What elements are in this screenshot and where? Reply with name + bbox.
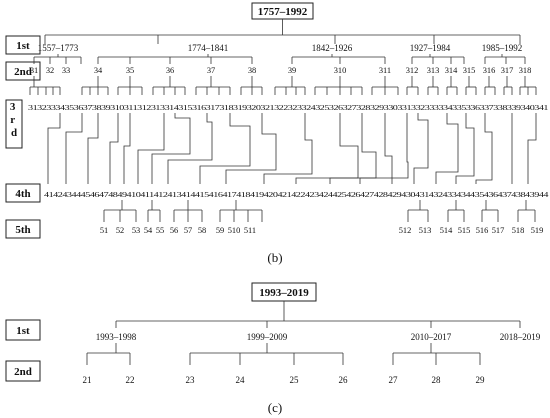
tree-b-node-37: 37	[207, 66, 215, 75]
tree-c-period-4: 2018–2019	[500, 332, 541, 342]
tree-b-node-32: 32	[46, 66, 54, 75]
tree-b-period-1: 1557–1773	[38, 43, 79, 53]
tree-c-node-29: 29	[476, 375, 486, 385]
tree-b-period-3: 1842–1926	[312, 43, 353, 53]
tree-b-level-5th-box	[5, 219, 41, 239]
tree-b-level-2nd-box	[5, 61, 41, 81]
tree-b-node-31: 31	[30, 66, 38, 75]
tree-c-root-label: 1993–2019	[259, 287, 309, 299]
caption-b: (b)	[267, 250, 282, 265]
tree-b-node-519: 519	[531, 226, 544, 235]
tree-b-period-brackets	[33, 54, 526, 64]
tree-b-level-2nd: 2nd	[14, 66, 32, 78]
tree-c-level-1st: 1st	[16, 325, 30, 337]
tree-b-third-level-row: 3132333435363738393103113123133143153163…	[28, 104, 549, 112]
tree-b-node-516: 516	[476, 226, 489, 235]
tree-b-node-58: 58	[198, 226, 206, 235]
tree-c-node-24: 24	[236, 375, 246, 385]
tree-b-level-1st: 1st	[16, 40, 30, 52]
tree-b-fifth-level-brackets	[103, 200, 536, 222]
tree-c-node-28: 28	[432, 375, 442, 385]
tree-b-node-511: 511	[244, 226, 256, 235]
tree-b-top-connectors	[44, 19, 521, 44]
tree-c-period-2: 1999–2009	[247, 332, 288, 342]
tree-b: 1757–1992 1st 2nd 3 r d 4th 5th 1557–177…	[5, 2, 550, 265]
tree-b-node-55: 55	[156, 226, 164, 235]
tree-c-level-2nd-box	[5, 360, 41, 382]
tree-b-node-52: 52	[116, 226, 124, 235]
tree-b-node-36: 36	[166, 66, 174, 75]
tree-b-third-level-brackets	[29, 76, 537, 95]
tree-b-node-56: 56	[170, 226, 178, 235]
tree-b-node-517: 517	[492, 226, 505, 235]
tree-b-level-3rd-box	[5, 99, 23, 149]
tree-b-node-515: 515	[458, 226, 471, 235]
tree-c-node-26: 26	[339, 375, 349, 385]
tree-b-node-316: 316	[483, 66, 496, 75]
tree-b-level-3rd: 3 r d	[10, 101, 18, 139]
tree-b-node-310: 310	[334, 66, 347, 75]
caption-c: (c)	[268, 400, 282, 415]
tree-c: 1993–2019 1st 2nd 1993–1998 1999–2009 20…	[5, 282, 541, 415]
tree-c-level-2nd: 2nd	[14, 366, 32, 378]
tree-b-node-33: 33	[62, 66, 70, 75]
tree-c-node-23: 23	[186, 375, 196, 385]
tree-c-node-22: 22	[126, 375, 135, 385]
tree-c-node-21: 21	[83, 375, 92, 385]
tree-c-node-25: 25	[290, 375, 300, 385]
tree-b-node-51: 51	[100, 226, 108, 235]
tree-b-period-4: 1927–1984	[410, 43, 451, 53]
tree-c-node-27: 27	[389, 375, 399, 385]
tree-b-level-5th: 5th	[15, 224, 30, 236]
tree-b-node-518: 518	[512, 226, 525, 235]
tree-b-node-510: 510	[228, 226, 241, 235]
tree-b-node-34: 34	[94, 66, 103, 75]
tree-b-node-513: 513	[419, 226, 432, 235]
tree-b-node-318: 318	[519, 66, 532, 75]
tree-b-node-317: 317	[501, 66, 514, 75]
tree-b-node-311: 311	[379, 66, 391, 75]
tree-b-node-53: 53	[132, 226, 140, 235]
tree-b-node-312: 312	[406, 66, 419, 75]
tree-b-root-label: 1757–1992	[258, 6, 308, 18]
tree-c-second-level: 21 22 23 24 25 26 27 28 29	[83, 375, 486, 385]
tree-b-node-512: 512	[399, 226, 412, 235]
tree-b-period-5: 1985–1992	[482, 43, 523, 53]
tree-c-top-connectors	[115, 301, 521, 328]
tree-b-period-2: 1774–1841	[188, 43, 229, 53]
tree-b-level-4th: 4th	[15, 188, 30, 200]
tree-b-level-1st-box	[5, 35, 41, 55]
tree-b-fifth-level: 51 52 53 54 55 56 57 58 59 510 511 512 5…	[100, 226, 543, 235]
tree-b-node-314: 314	[445, 66, 458, 75]
tree-b-node-315: 315	[463, 66, 476, 75]
tree-b-fourth-level-row: 4142434445464748494104114124134144154164…	[44, 191, 549, 199]
tree-b-node-54: 54	[144, 226, 153, 235]
tree-c-period-1: 1993–1998	[96, 332, 137, 342]
tree-b-node-514: 514	[440, 226, 453, 235]
tree-c-period-3: 2010–2017	[411, 332, 452, 342]
tree-c-second-level-brackets	[86, 343, 481, 365]
tree-b-node-38: 38	[248, 66, 256, 75]
tree-b-node-39: 39	[288, 66, 296, 75]
tree-b-node-57: 57	[184, 226, 192, 235]
tree-b-third-to-fourth-links	[47, 113, 537, 184]
tree-c-level-1st-box	[5, 319, 41, 341]
tree-b-second-level: 31 32 33 34 35 36 37 38 39 310 311 312 3…	[30, 66, 531, 75]
tree-b-node-313: 313	[427, 66, 440, 75]
tree-b-node-59: 59	[216, 226, 224, 235]
tree-b-level-4th-box	[5, 183, 41, 203]
tree-b-node-35: 35	[126, 66, 134, 75]
